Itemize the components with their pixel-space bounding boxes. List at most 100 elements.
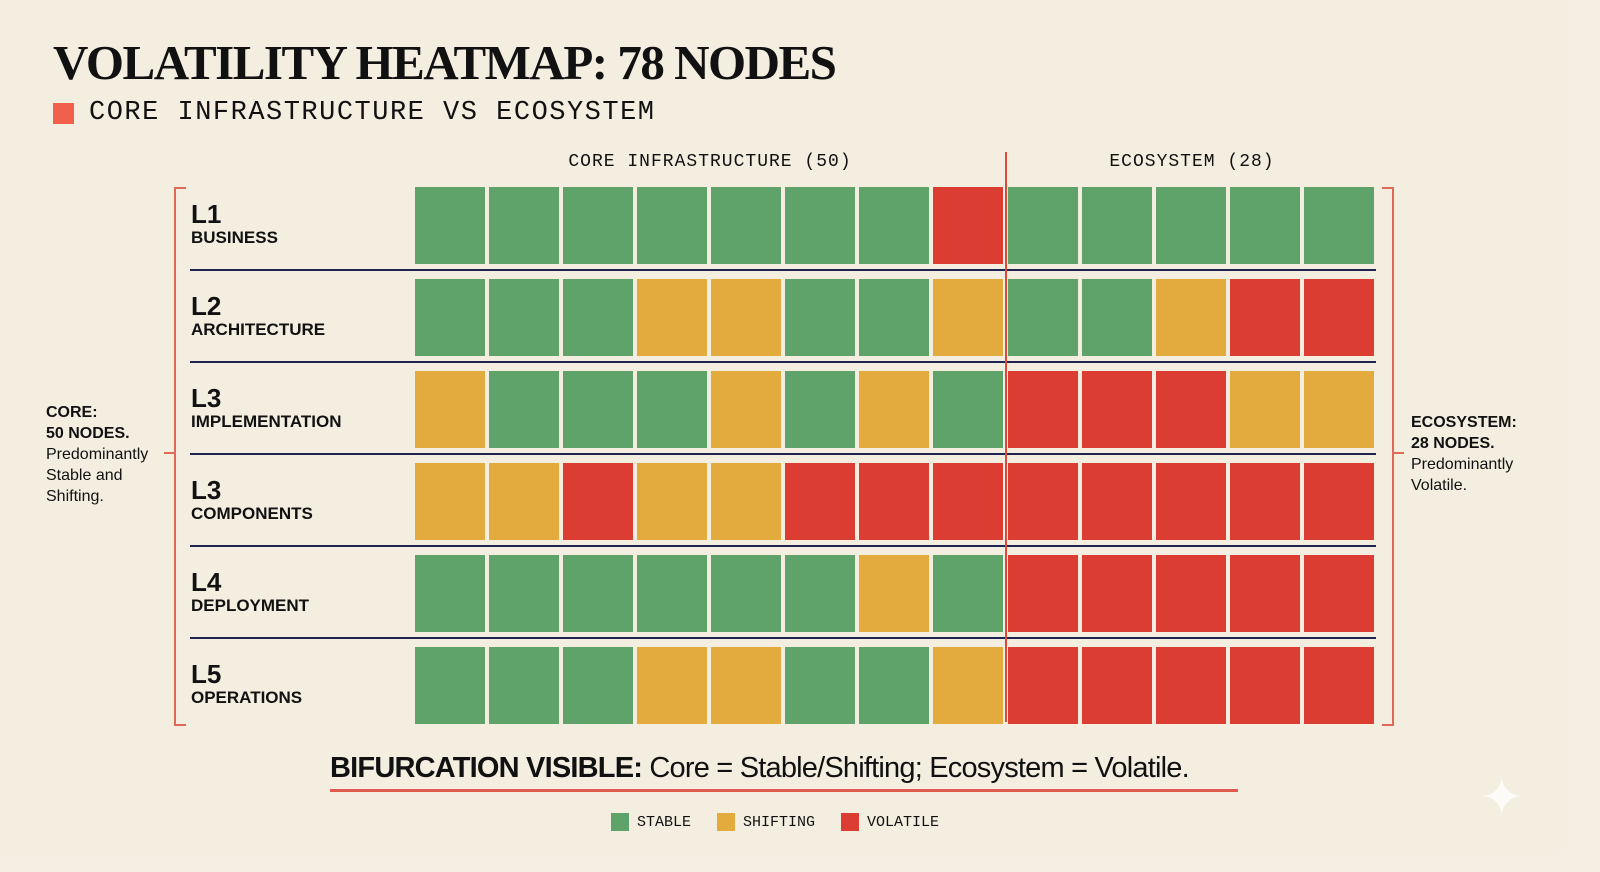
- row-label: L3 IMPLEMENTATION: [191, 384, 341, 432]
- heatmap-cell-stable: [859, 279, 929, 356]
- heatmap-cell-stable: [415, 647, 485, 724]
- heatmap-cell-stable: [785, 647, 855, 724]
- heatmap-cell-stable: [785, 371, 855, 448]
- row-separator: [190, 545, 1376, 547]
- heatmap-cell-shifting: [711, 279, 781, 356]
- heatmap-cell-volatile: [1156, 647, 1226, 724]
- ecosystem-bracket: [1382, 187, 1394, 726]
- heatmap-cell-shifting: [415, 463, 485, 540]
- heatmap-cell-volatile: [1304, 555, 1374, 632]
- heatmap-cell-volatile: [933, 463, 1003, 540]
- heatmap-cell-shifting: [1156, 279, 1226, 356]
- heatmap-cell-stable: [415, 555, 485, 632]
- row-separator: [190, 269, 1376, 271]
- row-label: L2 ARCHITECTURE: [191, 292, 325, 340]
- heatmap-cell-stable: [1230, 187, 1300, 264]
- row-separator: [190, 637, 1376, 639]
- row-name: COMPONENTS: [191, 504, 313, 523]
- heatmap-cell-volatile: [563, 463, 633, 540]
- row-separator: [190, 361, 1376, 363]
- heatmap-cell-stable: [489, 279, 559, 356]
- heatmap-cell-volatile: [1008, 371, 1078, 448]
- legend-swatch-volatile: [841, 813, 860, 831]
- heatmap-cell-volatile: [1156, 463, 1226, 540]
- eco-annotation-head: ECOSYSTEM:: [1411, 414, 1517, 431]
- heatmap-cell-stable: [785, 555, 855, 632]
- heatmap-cell-stable: [489, 371, 559, 448]
- heatmap-cell-stable: [563, 279, 633, 356]
- heatmap-cell-stable: [489, 647, 559, 724]
- core-annotation-text: Predominantly Stable and Shifting.: [46, 446, 149, 505]
- legend: STABLE SHIFTING VOLATILE: [611, 813, 965, 831]
- row-level: L2: [191, 291, 222, 321]
- heatmap-cell-stable: [933, 371, 1003, 448]
- legend-label-shifting: SHIFTING: [743, 813, 816, 831]
- heatmap-cell-volatile: [1082, 555, 1152, 632]
- heatmap-cell-volatile: [1008, 647, 1078, 724]
- row-label: L3 COMPONENTS: [191, 476, 313, 524]
- ecosystem-annotation: ECOSYSTEM: 28 NODES. Predominantly Volat…: [1411, 412, 1551, 496]
- summary-rest: Core = Stable/Shifting; Ecosystem = Vola…: [642, 752, 1189, 784]
- heatmap-cell-stable: [415, 279, 485, 356]
- row-label: L4 DEPLOYMENT: [191, 568, 309, 616]
- row-name: OPERATIONS: [191, 688, 303, 707]
- legend-swatch-shifting: [717, 813, 736, 831]
- heatmap-cell-volatile: [933, 187, 1003, 264]
- heatmap-cell-stable: [489, 555, 559, 632]
- heatmap-cell-volatile: [1082, 647, 1152, 724]
- heatmap-cell-volatile: [1156, 555, 1226, 632]
- heatmap-cell-stable: [785, 279, 855, 356]
- group-label-core: CORE INFRASTRUCTURE (50): [568, 152, 852, 172]
- heatmap-cell-shifting: [859, 371, 929, 448]
- row-level: L4: [191, 567, 222, 597]
- heatmap-cell-stable: [563, 371, 633, 448]
- heatmap-cell-stable: [637, 187, 707, 264]
- subtitle-row: CORE INFRASTRUCTURE VS ECOSYSTEM: [53, 98, 655, 128]
- legend-swatch-stable: [611, 813, 629, 831]
- heatmap-cell-volatile: [1082, 463, 1152, 540]
- row-level: L1: [191, 199, 222, 229]
- heatmap-cell-shifting: [637, 279, 707, 356]
- row-separator: [190, 453, 1376, 455]
- row-label: L1 BUSINESS: [191, 200, 278, 248]
- core-annotation-count: 50 NODES.: [46, 425, 130, 442]
- heatmap-cell-stable: [711, 187, 781, 264]
- heatmap-cell-volatile: [1230, 279, 1300, 356]
- heatmap-cell-stable: [563, 555, 633, 632]
- heatmap-cell-volatile: [1156, 371, 1226, 448]
- heatmap-cell-stable: [1008, 187, 1078, 264]
- ecosystem-bracket-tick: [1394, 452, 1404, 454]
- heatmap-cell-stable: [563, 187, 633, 264]
- heatmap-cell-shifting: [1230, 371, 1300, 448]
- legend-label-volatile: VOLATILE: [867, 813, 940, 831]
- heatmap-cell-volatile: [1230, 647, 1300, 724]
- accent-square-icon: [53, 102, 74, 124]
- summary-underline: [330, 789, 1238, 792]
- heatmap-cell-stable: [563, 647, 633, 724]
- heatmap-cell-shifting: [711, 371, 781, 448]
- heatmap-cell-stable: [785, 187, 855, 264]
- row-name: ARCHITECTURE: [191, 320, 326, 339]
- heatmap-cell-stable: [1082, 279, 1152, 356]
- legend-item-volatile: VOLATILE: [841, 813, 939, 831]
- heatmap-cell-volatile: [859, 463, 929, 540]
- legend-item-stable: STABLE: [611, 813, 691, 831]
- heatmap-cell-volatile: [1230, 463, 1300, 540]
- row-name: DEPLOYMENT: [191, 596, 310, 615]
- heatmap-cell-stable: [637, 371, 707, 448]
- heatmap-cell-shifting: [637, 463, 707, 540]
- group-divider: [1005, 152, 1007, 722]
- heatmap-cell-stable: [489, 187, 559, 264]
- group-label-ecosystem: ECOSYSTEM (28): [1109, 152, 1275, 172]
- heatmap-cell-shifting: [859, 555, 929, 632]
- heatmap-cell-stable: [1008, 279, 1078, 356]
- heatmap-cell-shifting: [711, 463, 781, 540]
- heatmap-cell-stable: [637, 555, 707, 632]
- core-bracket: [174, 187, 186, 726]
- heatmap-cell-shifting: [933, 279, 1003, 356]
- heatmap-cell-volatile: [1082, 371, 1152, 448]
- core-annotation-head: CORE:: [46, 404, 98, 421]
- chart-subtitle: CORE INFRASTRUCTURE VS ECOSYSTEM: [89, 98, 656, 128]
- eco-annotation-text: Predominantly Volatile.: [1411, 456, 1514, 494]
- heatmap-cell-stable: [933, 555, 1003, 632]
